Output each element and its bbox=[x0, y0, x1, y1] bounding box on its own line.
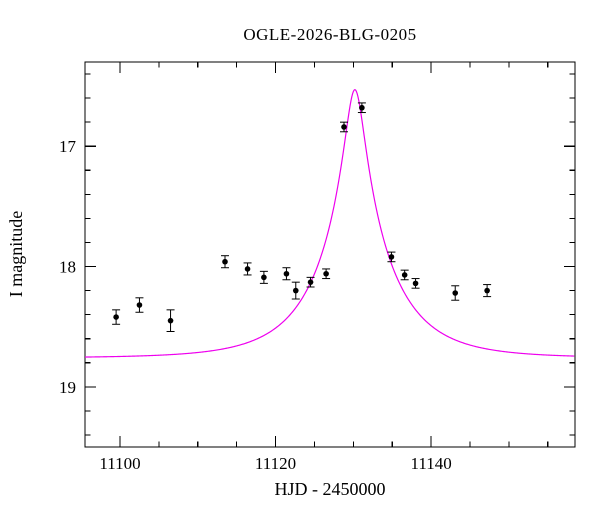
data-point bbox=[401, 272, 408, 278]
data-point-group bbox=[357, 102, 366, 114]
data-point-group bbox=[221, 255, 229, 269]
data-point-group bbox=[259, 270, 268, 284]
data-point-group bbox=[322, 268, 331, 280]
data-point bbox=[292, 287, 299, 294]
data-points-group bbox=[112, 102, 492, 332]
x-tick-label: 11120 bbox=[255, 454, 296, 473]
data-point bbox=[323, 270, 329, 277]
data-point bbox=[113, 314, 119, 320]
data-point bbox=[283, 270, 290, 277]
tick-labels-group: 11100 11120 11140 17 18 19 bbox=[59, 137, 452, 473]
data-point-group bbox=[243, 262, 252, 276]
data-point-group bbox=[483, 284, 492, 298]
data-point bbox=[452, 290, 459, 296]
axes bbox=[84, 61, 576, 448]
model-curve bbox=[84, 89, 575, 358]
y-tick-label: 18 bbox=[59, 258, 76, 277]
x-tick-label: 11140 bbox=[410, 454, 451, 473]
data-point-group bbox=[282, 267, 291, 281]
data-point bbox=[136, 302, 143, 308]
data-point bbox=[244, 266, 251, 272]
data-point-group bbox=[400, 269, 409, 281]
data-point bbox=[388, 254, 395, 260]
model-curve-group bbox=[84, 89, 575, 358]
data-point bbox=[222, 258, 228, 265]
data-point bbox=[484, 287, 490, 294]
data-point-group bbox=[166, 309, 175, 332]
data-point-group bbox=[135, 297, 144, 313]
data-point bbox=[307, 279, 314, 285]
data-point bbox=[359, 104, 365, 111]
y-tick-label: 19 bbox=[59, 378, 76, 397]
x-axis-label: HJD - 2450000 bbox=[275, 479, 386, 499]
y-tick-label: 17 bbox=[59, 137, 77, 156]
data-point-group bbox=[411, 278, 420, 289]
plot-title: OGLE-2026-BLG-0205 bbox=[243, 25, 416, 44]
data-point-group bbox=[306, 276, 315, 288]
data-point bbox=[341, 124, 347, 130]
data-point-group bbox=[451, 285, 460, 301]
y-axis-label: I magnitude bbox=[6, 211, 26, 297]
x-tick-label: 11100 bbox=[99, 454, 140, 473]
data-point-group bbox=[291, 281, 300, 300]
plot-border bbox=[84, 61, 576, 448]
data-point bbox=[167, 317, 174, 324]
data-point-group bbox=[387, 251, 396, 263]
data-point bbox=[261, 274, 267, 281]
data-point-group bbox=[340, 121, 348, 133]
data-point bbox=[412, 280, 419, 287]
data-point-group bbox=[112, 309, 121, 325]
